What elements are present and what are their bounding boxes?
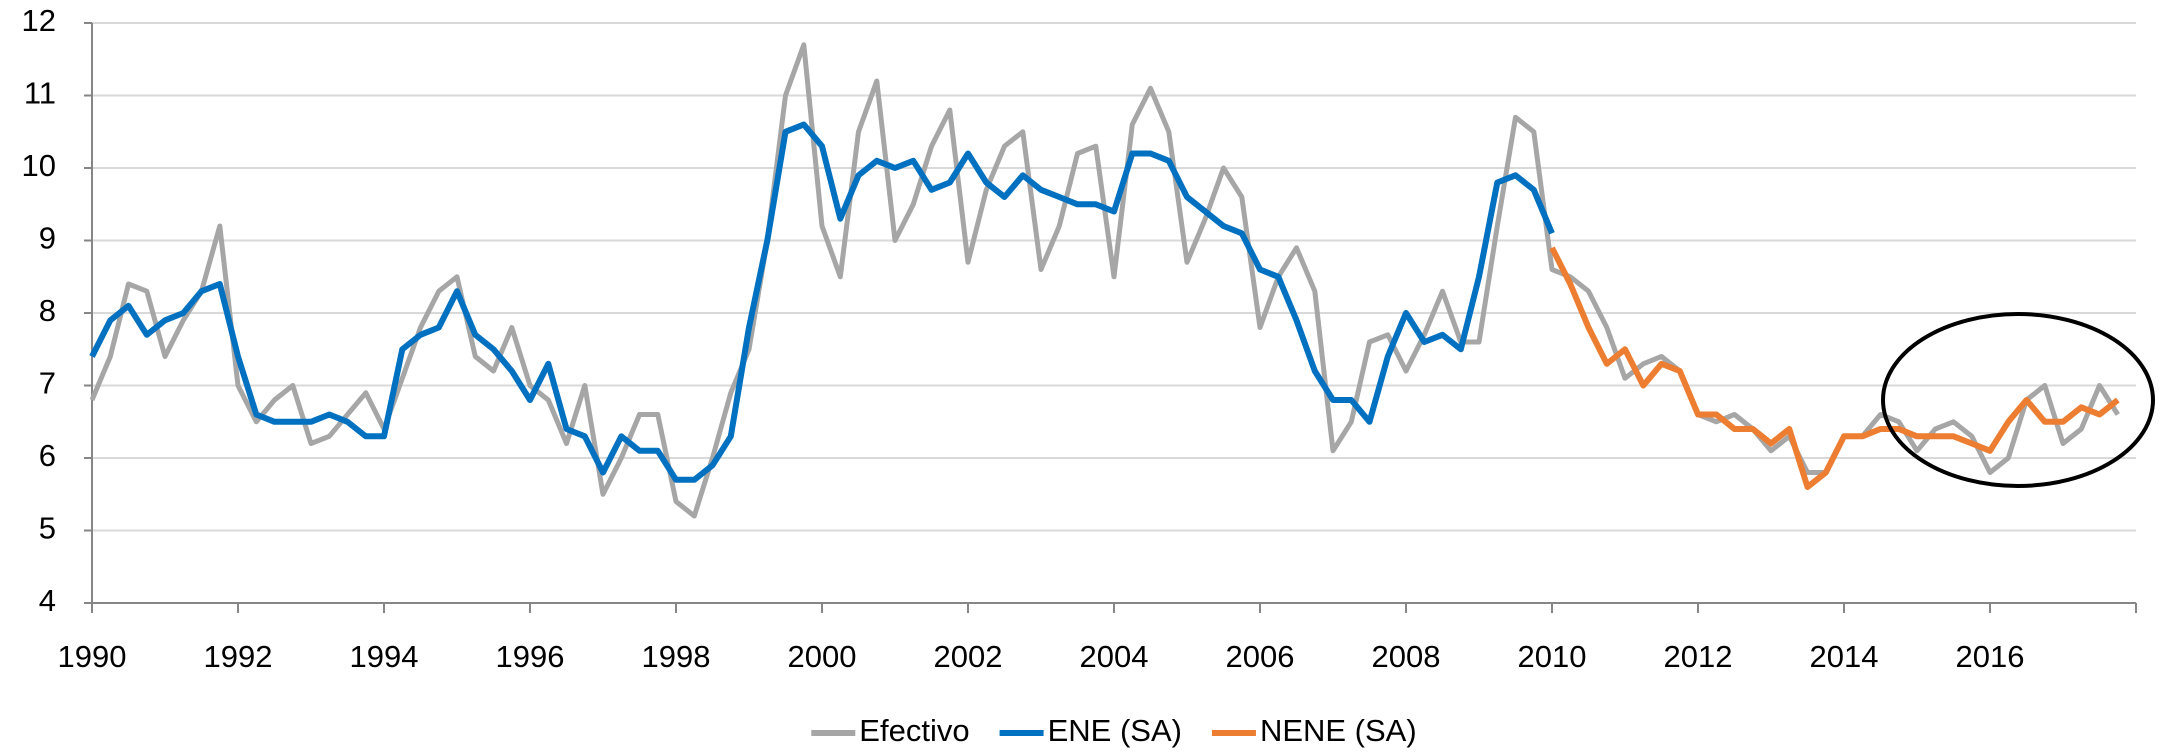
x-tick-label: 2010 <box>1518 639 1587 674</box>
highlight-ellipse <box>1881 312 2155 488</box>
x-tick-label: 2006 <box>1226 639 1295 674</box>
series-line <box>89 42 2120 519</box>
y-tick-label: 6 <box>39 438 56 473</box>
x-tick-label: 2012 <box>1664 639 1733 674</box>
legend-label: Efectivo <box>859 713 969 748</box>
series-line <box>89 121 1555 483</box>
y-tick-label: 10 <box>22 148 56 183</box>
legend: Efectivo ENE (SA) NENE (SA) <box>811 713 1417 748</box>
x-tick-label: 2016 <box>1956 639 2025 674</box>
y-tick-label: 4 <box>39 583 56 618</box>
x-tick-label: 1998 <box>642 639 711 674</box>
y-tick-label: 9 <box>39 221 56 256</box>
y-tick-label: 7 <box>39 366 56 401</box>
legend-label: ENE (SA) <box>1048 713 1182 748</box>
x-tick-label: 2014 <box>1810 639 1879 674</box>
x-tick-label: 2002 <box>934 639 1003 674</box>
x-tick-label: 1994 <box>350 639 419 674</box>
y-tick-label: 12 <box>22 3 56 38</box>
x-tick-label: 2008 <box>1372 639 1441 674</box>
x-tick-label: 1992 <box>204 639 273 674</box>
x-tick-label: 2000 <box>788 639 857 674</box>
x-tick-label: 2004 <box>1080 639 1149 674</box>
y-tick-label: 5 <box>39 511 56 546</box>
legend-label: NENE (SA) <box>1260 713 1417 748</box>
x-tick-label: 1996 <box>496 639 565 674</box>
y-tick-label: 8 <box>39 293 56 328</box>
x-tick-label: 1990 <box>58 639 127 674</box>
y-tick-label: 11 <box>24 76 56 111</box>
series-line <box>1549 246 2120 490</box>
